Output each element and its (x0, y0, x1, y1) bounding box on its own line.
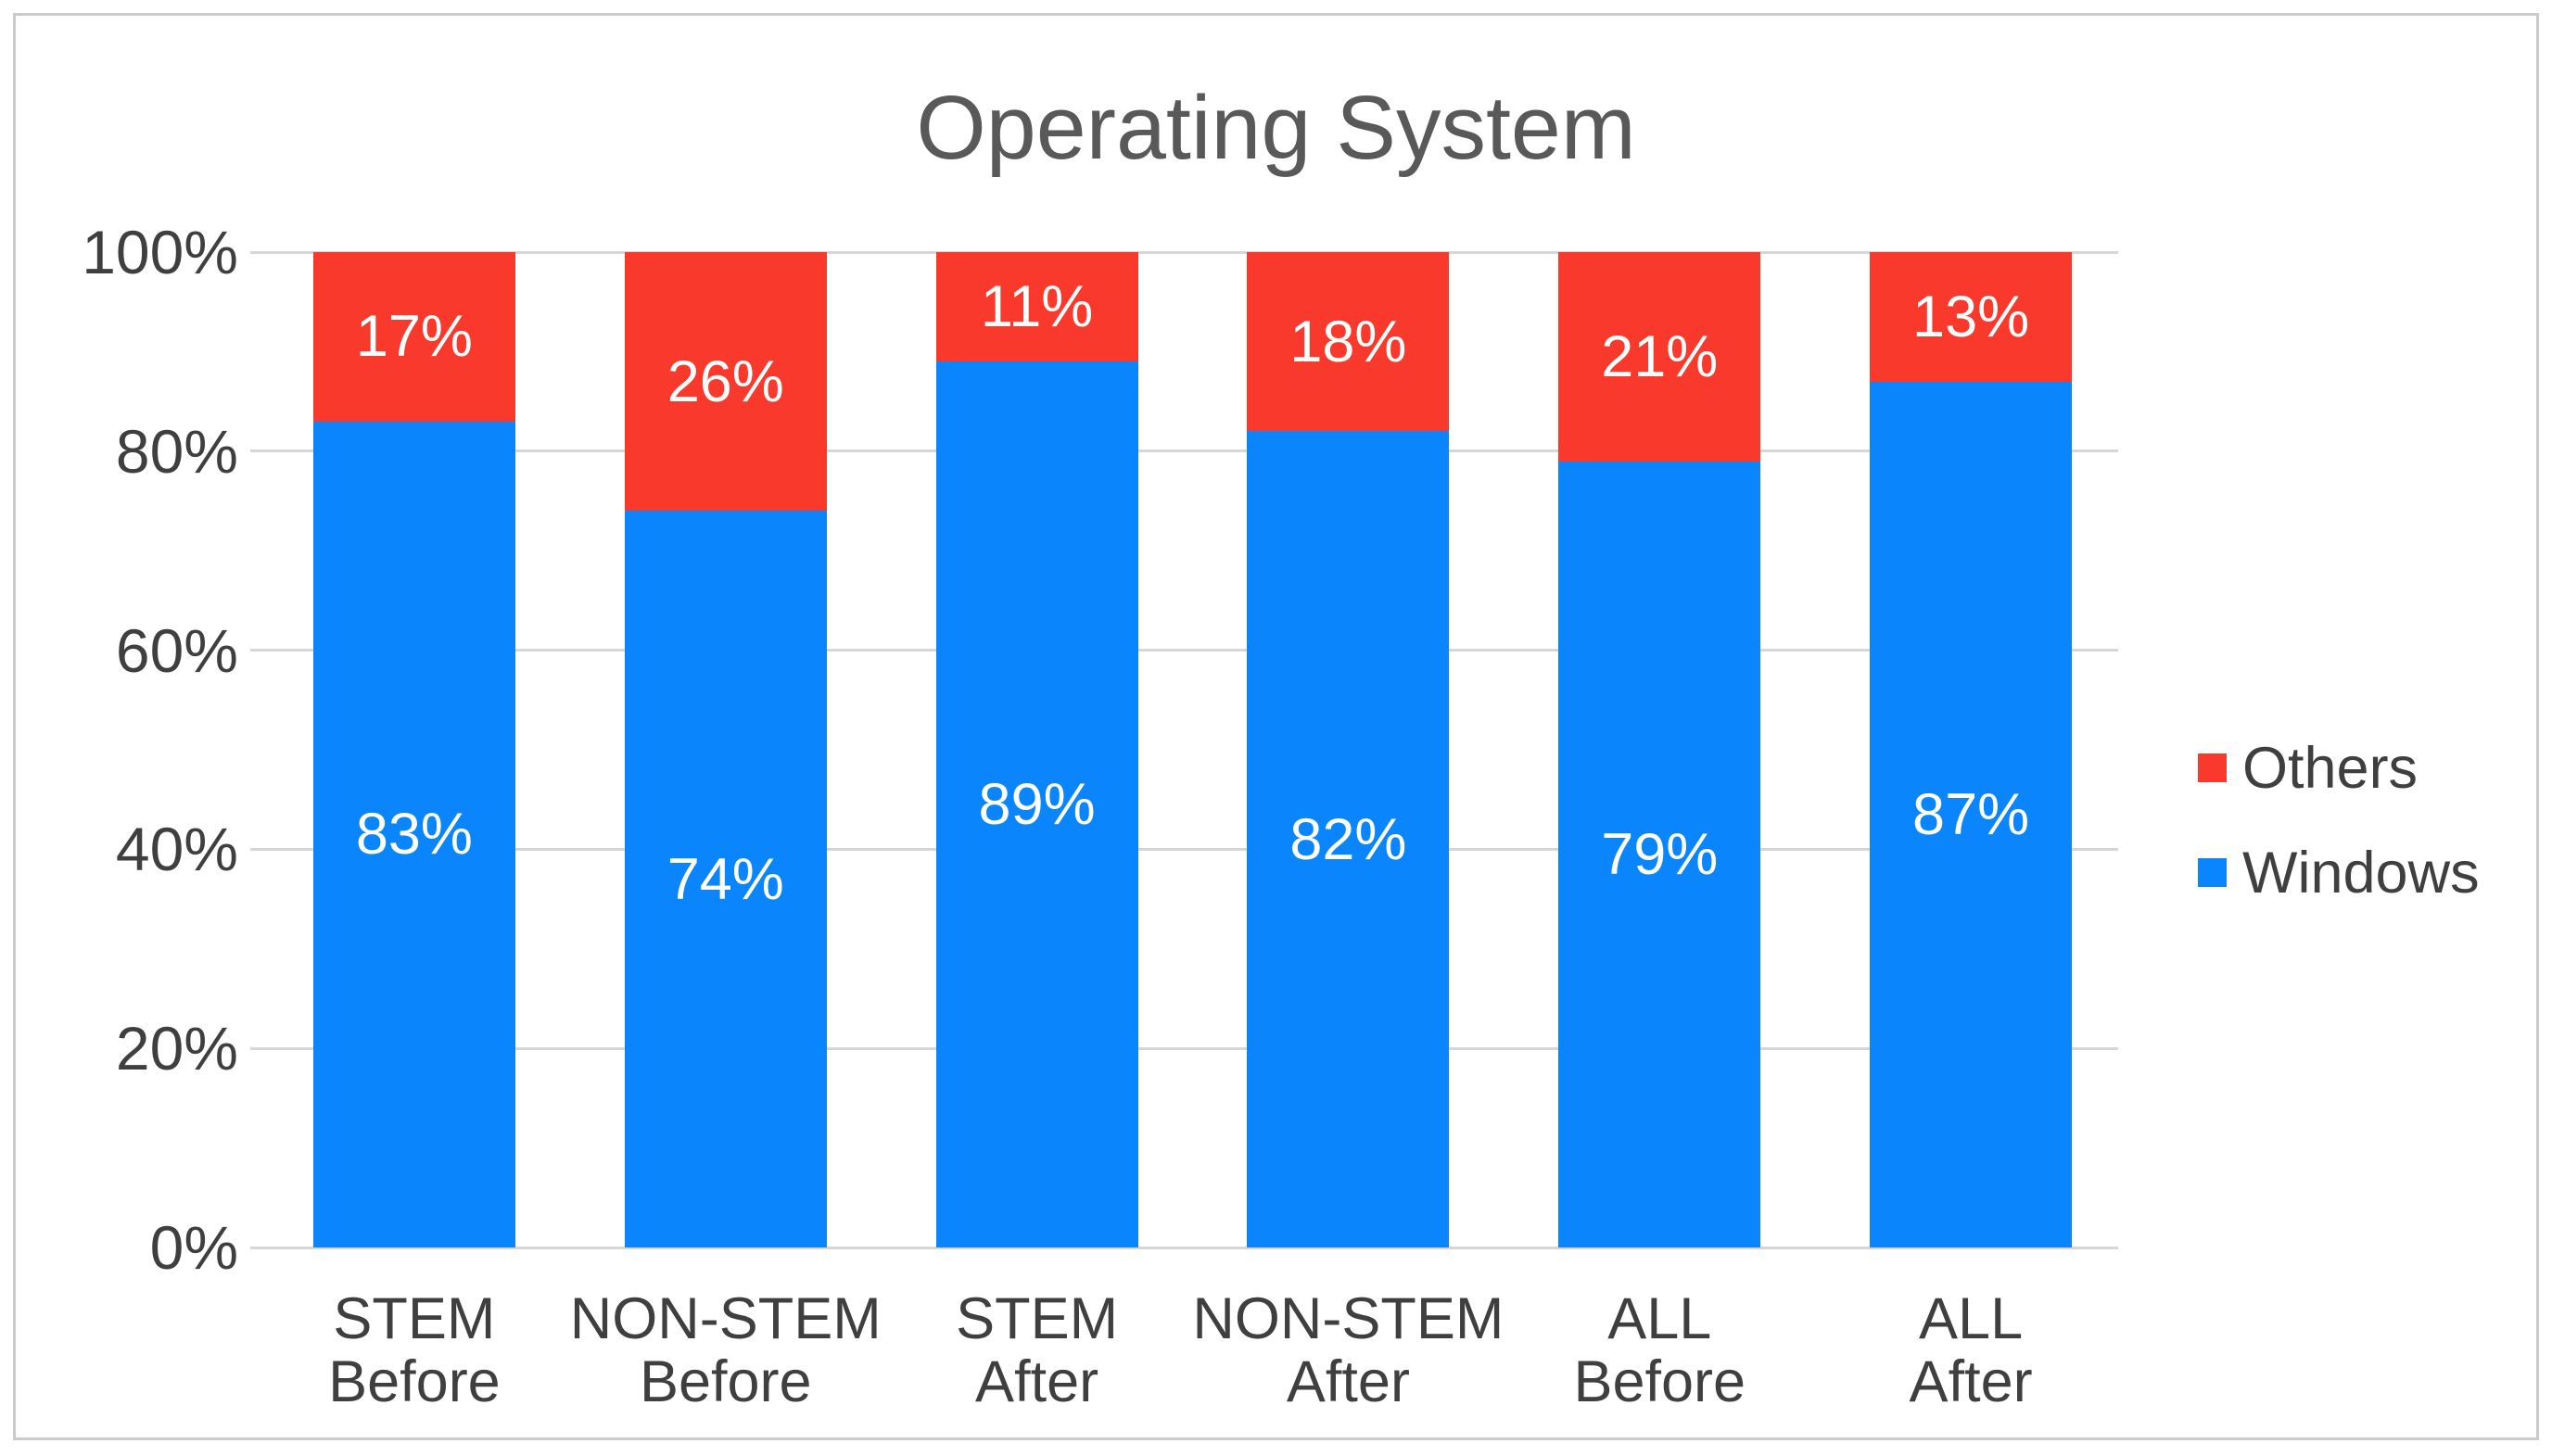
legend-item-windows: Windows (2198, 841, 2480, 905)
bar-label-windows-stem-before: 83% (355, 802, 473, 867)
bar-segment-windows-stem-after: 89% (935, 361, 1138, 1247)
bar-stem-before: 17% 83% (312, 252, 515, 1247)
x-axis-label-line: Before (1573, 1349, 1746, 1414)
bar-non-stem-before: 26% 74% (624, 252, 827, 1247)
gridline-20% (250, 1046, 2118, 1050)
bar-label-others-non-stem-before: 26% (667, 348, 784, 414)
bar-all-after: 13% 87% (1870, 252, 2073, 1247)
x-axis-label-non-stem-after: NON-STEM After (1153, 1287, 1543, 1413)
legend-item-others: Others (2198, 736, 2480, 801)
y-tick-label: 80% (115, 416, 238, 486)
chart-border-box: Operating System 0% 20% 40% 60% 80% 100% 17% 8… (13, 13, 2539, 1440)
x-axis-label-line: After (1286, 1349, 1410, 1414)
bar-segment-windows-all-before: 79% (1558, 461, 1761, 1247)
bar-label-windows-all-before: 79% (1601, 821, 1719, 887)
plot-area: 17% 83% 26% 74% 11% 89% 18% 82% 21% 79% 13% 87% (250, 250, 2118, 1249)
x-axis-label-all-after: ALL After (1776, 1287, 2165, 1413)
gridline-40% (250, 847, 2118, 851)
chart-title: Operating System (916, 77, 1636, 178)
legend-label-others: Others (2242, 735, 2419, 801)
legend-label-windows: Windows (2242, 840, 2480, 905)
y-tick-label: 20% (115, 1014, 238, 1083)
x-axis-label-line: Before (328, 1349, 501, 1414)
bar-label-others-non-stem-after: 18% (1289, 309, 1407, 374)
y-tick-label: 40% (115, 815, 238, 884)
bar-label-others-all-after: 13% (1912, 284, 2030, 349)
x-axis-label-line: After (1909, 1349, 2033, 1414)
x-axis-label-non-stem-before: NON-STEM Before (531, 1287, 920, 1413)
bar-segment-windows-stem-before: 83% (312, 421, 515, 1247)
bar-segment-others-all-before: 21% (1558, 252, 1761, 462)
bar-segment-windows-non-stem-after: 82% (1247, 431, 1450, 1247)
bar-stem-after: 11% 89% (935, 252, 1138, 1247)
y-axis: 0% 20% 40% 60% 80% 100% (16, 16, 238, 1437)
legend: Others Windows (2198, 736, 2480, 948)
x-axis-label-line: ALL (1607, 1286, 1712, 1351)
legend-swatch-windows (2198, 858, 2227, 887)
bar-label-windows-all-after: 87% (1912, 781, 2030, 847)
bar-label-others-all-before: 21% (1601, 323, 1719, 389)
bar-label-windows-non-stem-after: 82% (1289, 806, 1407, 872)
bar-label-others-stem-after: 11% (980, 274, 1094, 340)
bar-label-windows-non-stem-before: 74% (667, 846, 784, 912)
x-axis-label-line: STEM (956, 1286, 1119, 1351)
gridline-100% (250, 250, 2118, 254)
bar-segment-others-non-stem-before: 26% (624, 252, 827, 512)
legend-swatch-others (2198, 753, 2227, 782)
y-tick-label: 100% (82, 218, 238, 286)
y-tick-label: 0% (149, 1213, 238, 1282)
bar-segment-windows-all-after: 87% (1870, 381, 2073, 1247)
gridline-80% (250, 449, 2118, 453)
bar-non-stem-after: 18% 82% (1247, 252, 1450, 1247)
x-axis-label-line: NON-STEM (569, 1286, 882, 1351)
x-axis-label-line: NON-STEM (1192, 1286, 1505, 1351)
x-axis-label-line: STEM (333, 1286, 496, 1351)
x-axis-label-line: ALL (1919, 1286, 2024, 1351)
bar-label-others-stem-before: 17% (355, 304, 473, 370)
bar-segment-others-stem-before: 17% (312, 252, 515, 422)
gridline-0% (250, 1246, 2118, 1249)
bar-segment-others-all-after: 13% (1870, 252, 2073, 382)
gridline-60% (250, 649, 2118, 652)
bar-segment-others-non-stem-after: 18% (1247, 252, 1450, 432)
bar-segment-others-stem-after: 11% (935, 252, 1138, 362)
bar-all-before: 21% 79% (1558, 252, 1761, 1247)
bar-label-windows-stem-after: 89% (978, 772, 1096, 838)
bar-segment-windows-non-stem-before: 74% (624, 511, 827, 1247)
x-axis-label-all-before: ALL Before (1465, 1287, 1854, 1413)
x-axis-label-line: Before (639, 1349, 812, 1414)
y-tick-label: 60% (115, 615, 238, 685)
x-axis-label-line: After (975, 1349, 1099, 1414)
x-axis-label-stem-before: STEM Before (220, 1287, 609, 1413)
x-axis-label-stem-after: STEM After (843, 1287, 1232, 1413)
